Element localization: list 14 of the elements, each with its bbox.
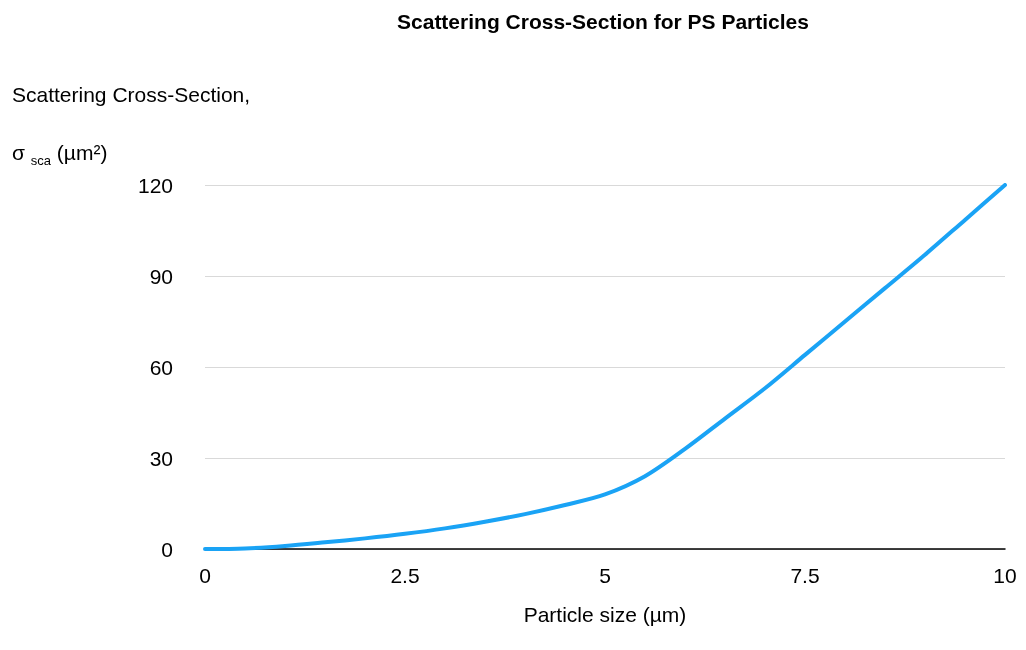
x-axis-title: Particle size (µm): [523, 603, 687, 626]
line-series: [203, 183, 1007, 551]
x-tick-label: 0: [199, 564, 211, 587]
y-tick-label: 120: [137, 173, 173, 197]
x-tick-label: 5: [599, 564, 611, 587]
y-tick-label: 30: [149, 446, 173, 470]
x-tick-label: 2.5: [390, 564, 420, 587]
y-tick-label: 0: [161, 537, 173, 561]
x-tick-label: 7.5: [790, 564, 820, 587]
x-tick-label: 10: [993, 564, 1017, 587]
y-tick-label: 60: [149, 355, 173, 379]
text: Scattering Cross-Section, σ $_{sca}$ (µm²): [12, 83, 251, 169]
y-tick-label: 90: [149, 264, 173, 288]
chart-title: Scattering Cross-Section for PS Particles: [396, 10, 810, 34]
